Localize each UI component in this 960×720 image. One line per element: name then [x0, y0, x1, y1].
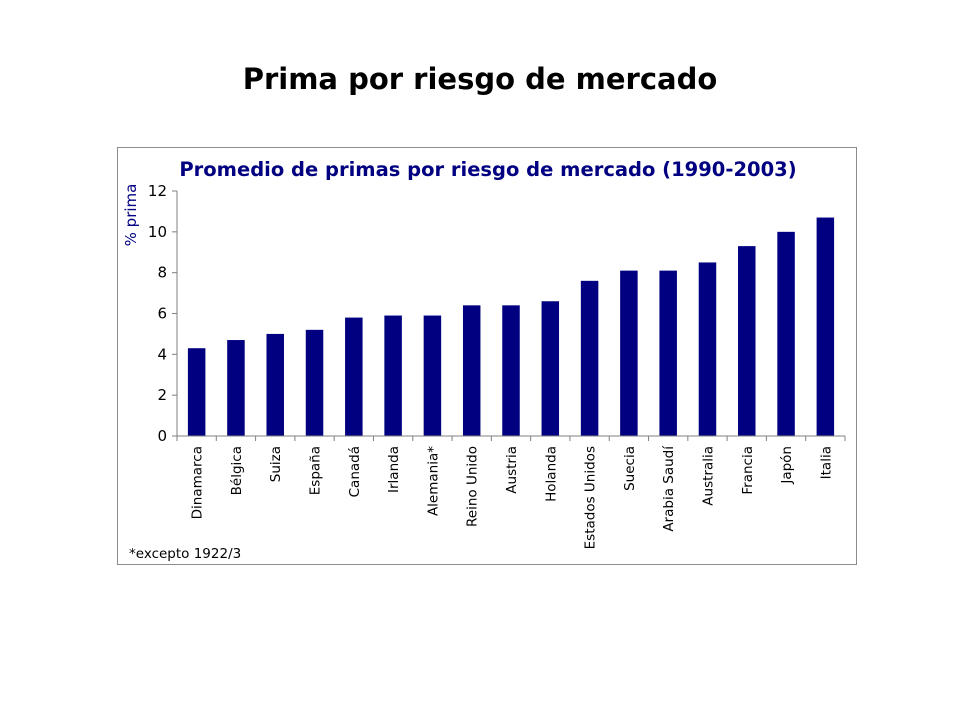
- bar: [384, 315, 402, 436]
- bar: [777, 231, 795, 436]
- y-tick-label: 10: [148, 223, 167, 241]
- y-tick-label: 2: [157, 386, 167, 404]
- bar: [698, 262, 717, 436]
- bar: [462, 305, 481, 436]
- chart-frame: Promedio de primas por riesgo de mercado…: [117, 147, 857, 565]
- bar-chart: Promedio de primas por riesgo de mercado…: [122, 158, 846, 562]
- x-tick-label: Holanda: [543, 446, 559, 502]
- bar: [305, 329, 324, 436]
- x-tick-label: Australia: [700, 446, 716, 506]
- y-tick-label: 0: [157, 427, 167, 445]
- bar: [620, 270, 638, 436]
- bar: [345, 317, 363, 436]
- slide-title: Prima por riesgo de mercado: [242, 62, 718, 96]
- bar: [580, 280, 599, 436]
- y-axis: 0 2 4 6 8 10 12: [148, 182, 178, 445]
- y-tick-label: 12: [148, 182, 167, 200]
- bar: [659, 270, 677, 436]
- bars: [187, 217, 835, 436]
- x-tick-label: Dinamarca: [190, 446, 206, 519]
- x-tick-label: Arabia Saudí: [661, 445, 677, 532]
- x-tick-label: Reino Unido: [465, 446, 481, 527]
- chart-title: Promedio de primas por riesgo de mercado…: [179, 158, 796, 181]
- bar: [423, 315, 442, 436]
- x-tick-label: Alemania*: [425, 446, 441, 516]
- x-tick-label: Japón: [779, 446, 795, 485]
- y-tick-label: 8: [157, 264, 167, 282]
- bar: [502, 305, 520, 436]
- x-tick-label: Bélgica: [229, 446, 245, 495]
- bar: [187, 348, 206, 436]
- x-axis: Dinamarca Bélgica Suiza España Canadá Irlanda…: [176, 435, 846, 549]
- x-tick-label: España: [308, 446, 324, 495]
- bar: [266, 333, 284, 436]
- x-tick-label: Francia: [740, 446, 756, 495]
- x-tick-label: Estados Unidos: [583, 446, 599, 549]
- x-tick-label: Irlanda: [386, 446, 402, 493]
- y-tick-label: 4: [157, 345, 167, 363]
- x-tick-label: Canadá: [347, 446, 363, 497]
- x-tick-label: Italia: [818, 446, 834, 479]
- y-axis-label: % prima: [122, 184, 140, 247]
- bar: [816, 217, 835, 436]
- chart-footnote: *excepto 1922/3: [129, 546, 241, 562]
- y-tick-label: 6: [157, 305, 167, 323]
- bar: [738, 246, 756, 436]
- bar: [541, 301, 560, 436]
- bar: [227, 340, 245, 436]
- x-tick-label: Suecia: [622, 446, 638, 491]
- x-tick-label: Suiza: [268, 446, 284, 482]
- x-tick-label: Austria: [504, 446, 520, 494]
